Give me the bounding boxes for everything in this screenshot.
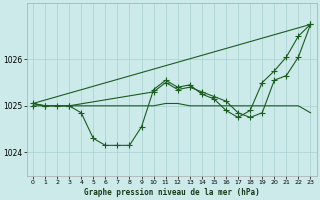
X-axis label: Graphe pression niveau de la mer (hPa): Graphe pression niveau de la mer (hPa)	[84, 188, 260, 197]
